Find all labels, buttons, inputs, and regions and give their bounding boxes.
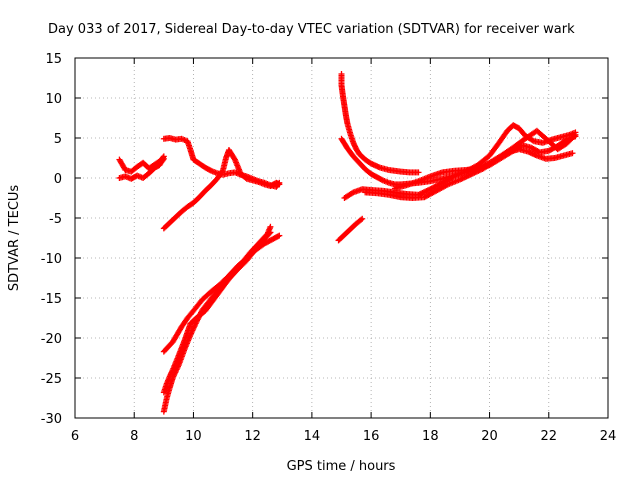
data-point-marker <box>193 319 200 325</box>
x-tick-label: 22 <box>541 429 558 444</box>
y-tick-label: -5 <box>49 212 62 227</box>
series-arc-l <box>391 127 579 192</box>
data-trace-marker <box>529 137 536 144</box>
data-trace-marker <box>194 317 201 324</box>
y-tick-labels: -30 -25 -20 -15 -10 -5 0 5 10 15 <box>41 52 62 427</box>
x-tick-label: 10 <box>185 429 202 444</box>
data-point-marker <box>160 153 167 160</box>
series-arc-h <box>338 71 422 176</box>
data-point-marker <box>415 169 422 176</box>
data-trace-marker <box>358 216 365 223</box>
y-tick-label: 10 <box>45 92 62 107</box>
data-trace-marker <box>219 168 226 175</box>
x-tick-label: 24 <box>600 429 617 444</box>
grid-lines <box>75 58 608 418</box>
data-trace-marker <box>196 313 203 320</box>
data-trace-marker <box>449 174 456 181</box>
x-tick-label: 6 <box>71 429 79 444</box>
data-trace-marker <box>198 309 205 316</box>
plot-frame <box>74 57 609 419</box>
data-trace-marker <box>195 315 202 321</box>
data-trace-marker <box>194 316 201 323</box>
x-tick-label: 16 <box>363 429 380 444</box>
x-tick-label: 20 <box>481 429 498 444</box>
series-arc-d <box>160 147 283 232</box>
data-trace-marker <box>196 312 203 319</box>
x-tick-label: 14 <box>304 429 321 444</box>
y-tick-label: -25 <box>41 372 62 387</box>
data-trace-marker <box>197 311 204 317</box>
data-point-marker <box>276 232 283 239</box>
x-tick-label: 8 <box>130 429 138 444</box>
y-tick-label: -20 <box>41 332 62 347</box>
data-point-marker <box>572 131 579 138</box>
x-tick-label: 12 <box>244 429 261 444</box>
chart-title: Day 033 of 2017, Sidereal Day-to-day VTE… <box>48 22 575 37</box>
series-arc-g <box>160 229 274 415</box>
x-axis-label: GPS time / hours <box>287 459 396 474</box>
y-axis-label: SDTVAR / TECUs <box>7 185 22 292</box>
axis-ticks <box>74 57 609 419</box>
y-tick-label: -15 <box>41 292 62 307</box>
series-arc-m <box>335 215 366 244</box>
data-point-marker <box>359 215 366 222</box>
data-trace-marker <box>160 154 167 161</box>
x-tick-label: 18 <box>422 429 439 444</box>
x-tick-labels: 6 8 10 12 14 16 18 20 22 24 <box>71 429 616 444</box>
y-tick-label: -10 <box>41 252 62 267</box>
data-trace-marker <box>349 190 356 197</box>
series-arc-e <box>160 232 283 355</box>
data-point-marker <box>276 181 283 188</box>
y-tick-label: -30 <box>41 412 62 427</box>
data-trace-marker <box>266 230 273 237</box>
y-tick-label: 15 <box>45 52 62 67</box>
y-tick-label: 5 <box>54 132 62 147</box>
series-arc-b <box>116 153 167 175</box>
data-point-marker <box>267 229 274 236</box>
data-trace-marker <box>571 132 578 139</box>
y-tick-label: 0 <box>54 172 62 187</box>
data-series <box>116 71 579 415</box>
data-trace-marker <box>443 182 450 189</box>
data-point-marker <box>267 223 274 230</box>
data-point-marker <box>569 150 576 157</box>
